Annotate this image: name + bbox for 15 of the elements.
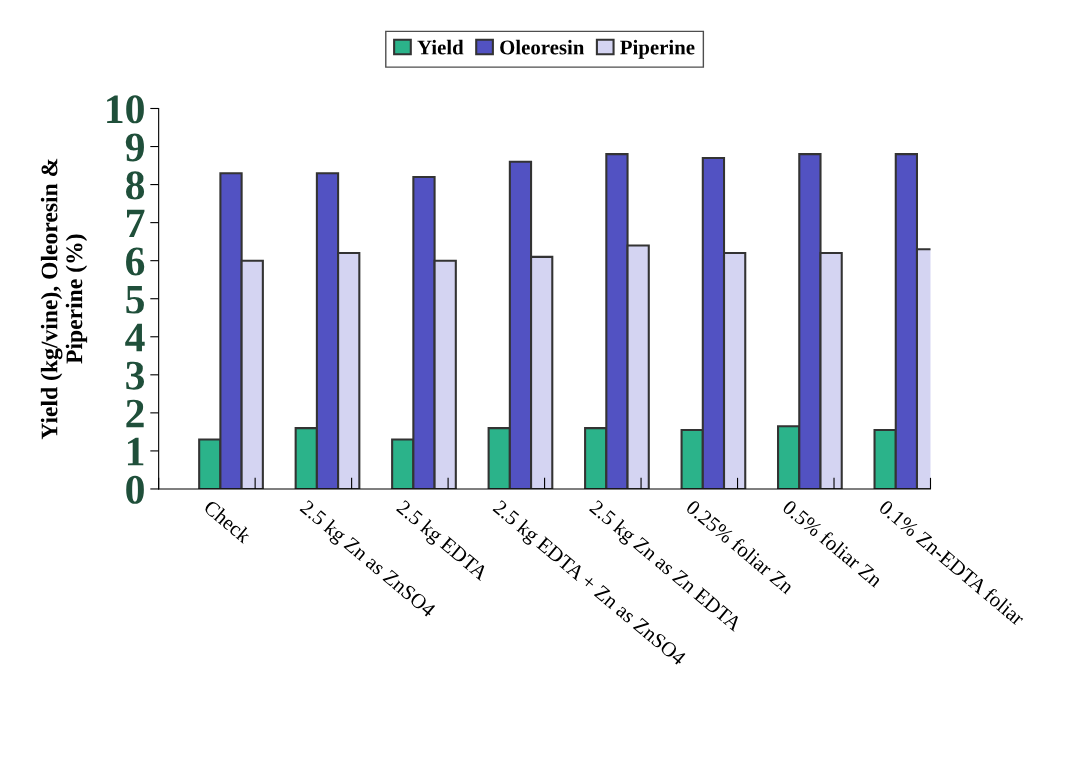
legend-label: Oleoresin <box>500 39 585 55</box>
y-tick-label: 4 <box>125 323 145 352</box>
y-tick-label: 6 <box>126 247 145 276</box>
y-tick-label: 7 <box>127 209 145 238</box>
legend-label: Piperine <box>620 39 695 59</box>
y-tick-label: 3 <box>126 361 145 390</box>
y-axis-title: Yield (kg/vine), Oleoresin & Piperine (%) <box>40 158 88 440</box>
y-tick-label: 9 <box>125 133 144 162</box>
y-tick-label: 5 <box>126 285 144 314</box>
y-tick-label: 2 <box>126 399 144 428</box>
y-tick-label: 1 <box>127 437 144 466</box>
y-tick-label: 0 <box>126 475 144 504</box>
y-tick-label: 8 <box>126 171 145 200</box>
legend-label: Yield <box>417 39 464 55</box>
y-tick-label: 10 <box>107 95 144 124</box>
